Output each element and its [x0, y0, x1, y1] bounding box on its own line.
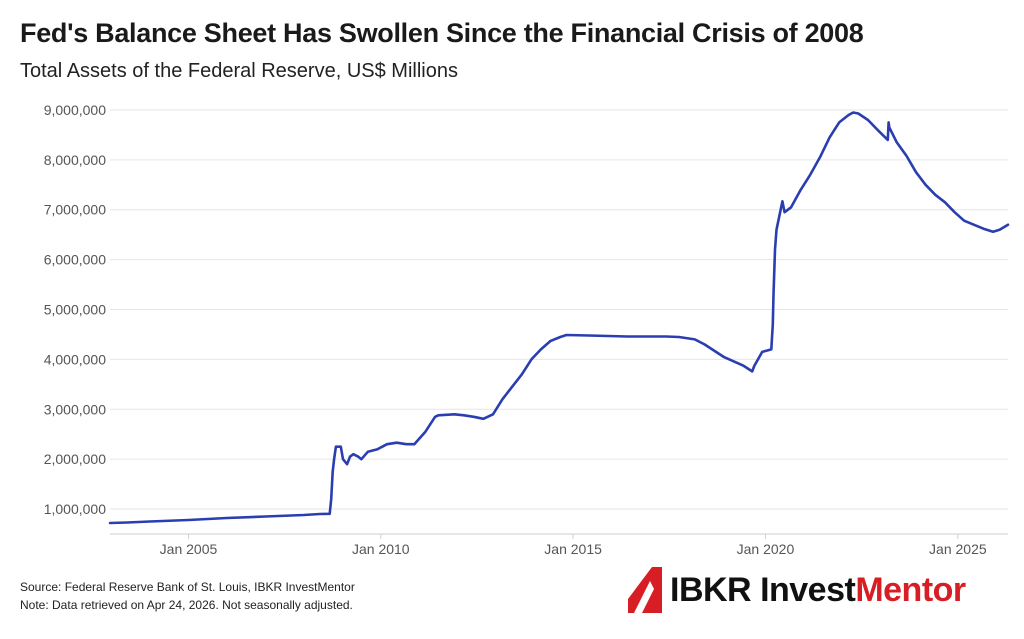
- y-tick-label: 6,000,000: [44, 252, 106, 268]
- y-tick-label: 8,000,000: [44, 152, 106, 168]
- y-tick-label: 5,000,000: [44, 302, 106, 318]
- x-tick-label: Jan 2010: [352, 541, 410, 557]
- y-tick-label: 9,000,000: [44, 102, 106, 118]
- y-tick-label: 4,000,000: [44, 351, 106, 367]
- y-tick-label: 3,000,000: [44, 401, 106, 417]
- x-tick-label: Jan 2020: [737, 541, 795, 557]
- ibkr-investmentor-logo: IBKR InvestMentor: [628, 566, 966, 614]
- x-tick-labels: Jan 2005 Jan 2010 Jan 2015 Jan 2020 Jan 2025: [160, 534, 987, 557]
- data-note: Note: Data retrieved on Apr 24, 2026. No…: [20, 598, 353, 612]
- chart-title: Fed's Balance Sheet Has Swollen Since th…: [20, 18, 864, 48]
- chart-subtitle: Total Assets of the Federal Reserve, US$…: [20, 60, 458, 82]
- gridlines: [110, 109, 1008, 510]
- y-tick-label: 2,000,000: [44, 451, 106, 467]
- y-tick-label: 7,000,000: [44, 202, 106, 218]
- x-tick-label: Jan 2015: [544, 541, 602, 557]
- x-tick-label: Jan 2025: [929, 541, 987, 557]
- y-tick-labels: 1,000,000 2,000,000 3,000,000 4,000,000 5,00…: [44, 102, 106, 517]
- source-note: Source: Federal Reserve Bank of St. Loui…: [20, 580, 355, 594]
- logo-wordmark: IBKR InvestMentor: [670, 570, 966, 609]
- y-tick-label: 1,000,000: [44, 501, 106, 517]
- series-line: [108, 111, 1010, 525]
- ibkr-logo-icon: [628, 567, 662, 613]
- x-tick-label: Jan 2005: [160, 541, 218, 557]
